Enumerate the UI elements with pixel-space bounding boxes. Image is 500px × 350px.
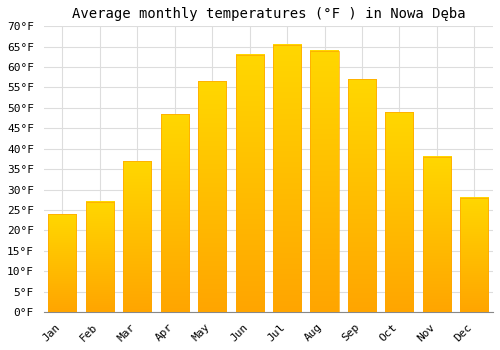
Bar: [460, 198, 488, 312]
Bar: [348, 79, 376, 312]
Bar: [386, 112, 413, 312]
Bar: [48, 214, 76, 312]
Bar: [86, 202, 114, 312]
Title: Average monthly temperatures (°F ) in Nowa Dęba: Average monthly temperatures (°F ) in No…: [72, 7, 465, 21]
Bar: [310, 51, 338, 312]
Bar: [198, 81, 226, 312]
Bar: [123, 161, 152, 312]
Bar: [160, 114, 189, 312]
Bar: [423, 157, 451, 312]
Bar: [273, 45, 301, 312]
Bar: [236, 55, 264, 312]
